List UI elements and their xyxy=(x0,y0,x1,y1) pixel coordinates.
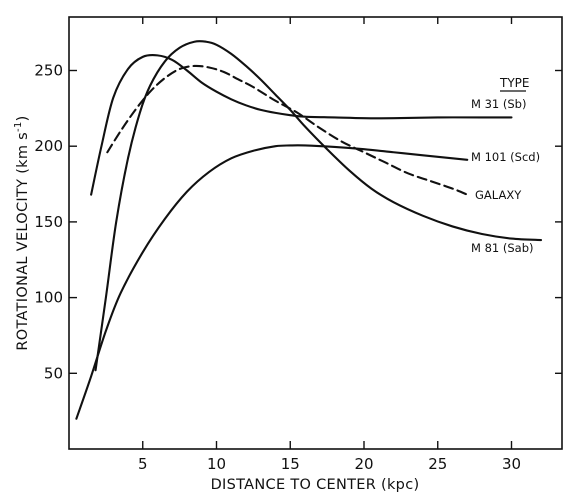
y-axis-ticks: 50 100 150 200 250 xyxy=(34,62,562,382)
m81-label: M 81 (Sab) xyxy=(471,241,534,255)
m101-curve xyxy=(75,144,469,420)
x-axis-ticks: 5 10 15 20 25 30 xyxy=(138,17,521,473)
y-tick-label: 150 xyxy=(34,213,63,231)
x-axis-title: DISTANCE TO CENTER (kpc) xyxy=(211,477,420,493)
legend-title: TYPE xyxy=(499,76,529,90)
m31-curve xyxy=(90,53,513,196)
y-tick-label: 50 xyxy=(44,364,63,382)
y-axis-title-main: ROTATIONAL VELOCITY (km s xyxy=(15,132,31,351)
y-axis-title: ROTATIONAL VELOCITY (km s-1) xyxy=(13,115,31,350)
m31-label: M 31 (Sb) xyxy=(471,97,526,111)
galaxy-label: GALAXY xyxy=(475,188,522,202)
y-axis-title-superscript: -1 xyxy=(13,121,24,132)
curves-group xyxy=(75,40,543,420)
x-tick-label: 5 xyxy=(138,455,148,473)
x-tick-label: 15 xyxy=(281,455,300,473)
y-tick-label: 250 xyxy=(34,62,63,80)
galaxy-curve xyxy=(106,64,469,196)
x-tick-label: 10 xyxy=(207,455,226,473)
m101-label: M 101 (Scd) xyxy=(471,150,540,164)
m81-curve xyxy=(94,40,543,372)
y-tick-label: 200 xyxy=(34,137,63,155)
x-tick-label: 25 xyxy=(428,455,447,473)
y-axis-title-close: ) xyxy=(15,115,31,121)
y-tick-label: 100 xyxy=(34,289,63,307)
x-tick-label: 30 xyxy=(502,455,521,473)
curve-labels-group: M 31 (Sb) M 101 (Scd) GALAXY M 81 (Sab) xyxy=(471,97,540,255)
plot-frame xyxy=(68,16,563,450)
x-tick-label: 20 xyxy=(354,455,373,473)
